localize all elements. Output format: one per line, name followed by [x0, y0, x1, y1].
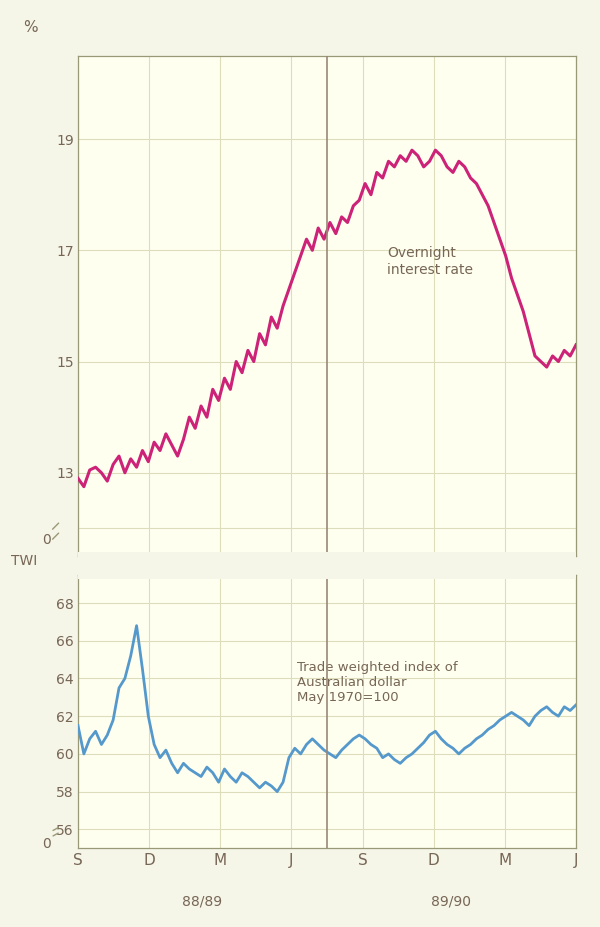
Text: Trade weighted index of
Australian dollar
May 1970=100: Trade weighted index of Australian dolla…: [297, 661, 458, 704]
Text: 0: 0: [42, 532, 50, 547]
Text: 88/89: 88/89: [182, 895, 223, 908]
Text: 0: 0: [42, 837, 50, 851]
Text: Overnight
interest rate: Overnight interest rate: [387, 247, 473, 276]
Text: %: %: [23, 20, 37, 35]
Text: 89/90: 89/90: [431, 895, 472, 908]
Text: TWI: TWI: [11, 554, 37, 568]
